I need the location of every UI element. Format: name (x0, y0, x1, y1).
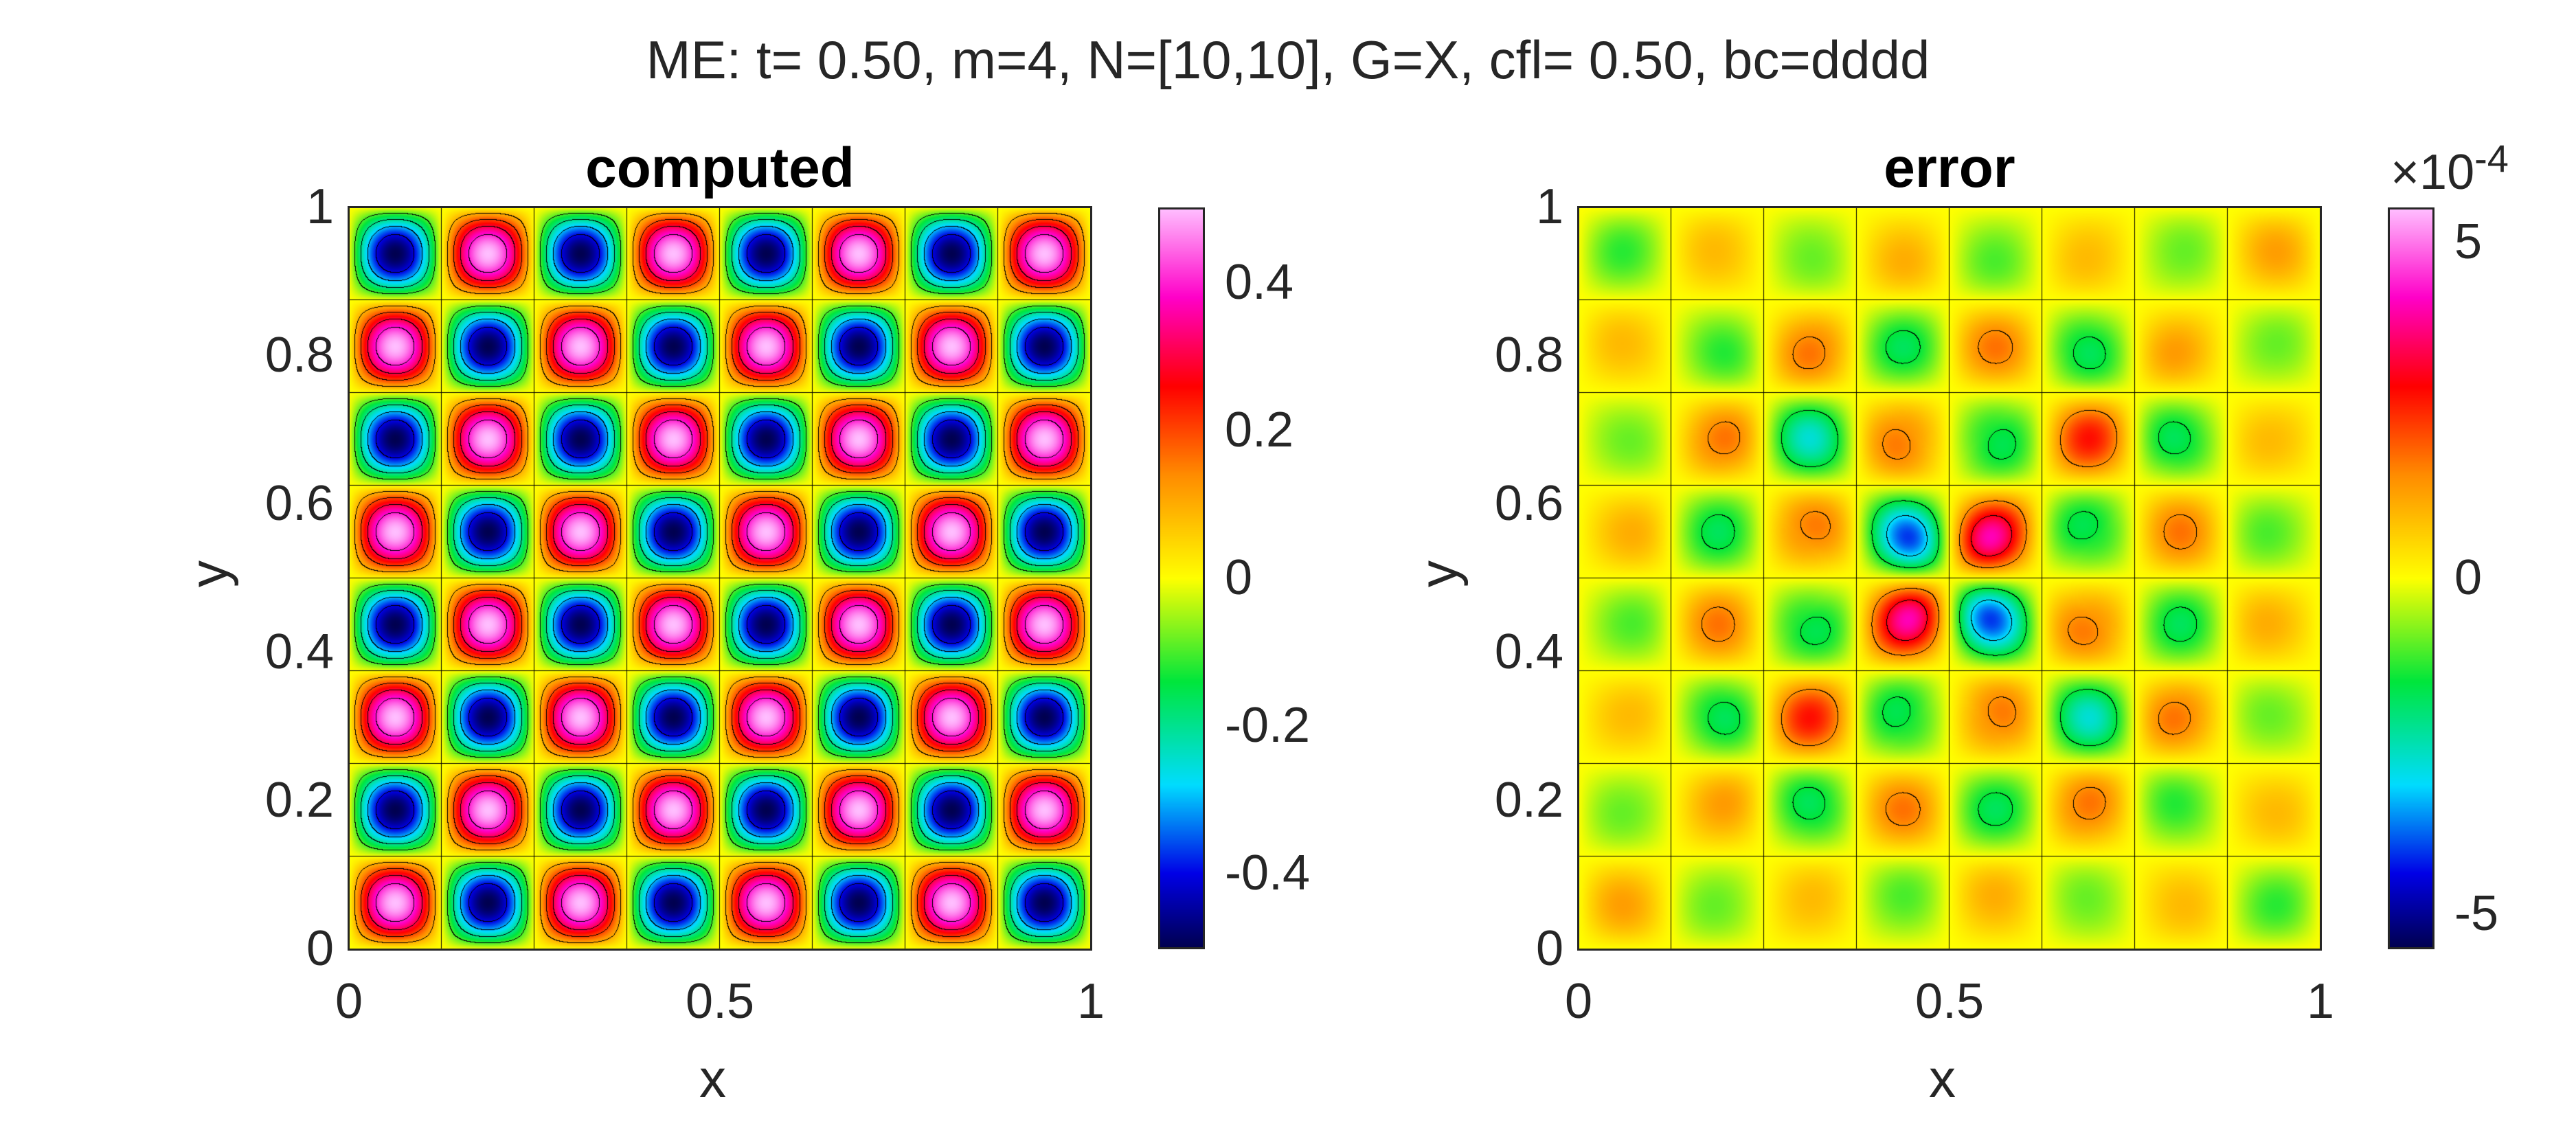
left-xlabel: x (699, 1048, 726, 1109)
colorbar-exponent: ×10-4 (2391, 136, 2509, 201)
y-tick-label: 0.6 (1494, 476, 1563, 531)
left-ylabel: y (179, 560, 239, 587)
error-heatmap (1579, 207, 2320, 949)
y-tick-label: 1 (306, 179, 334, 234)
colorbar-tick-label: 0.4 (1225, 254, 1294, 310)
y-tick-label: 0.4 (264, 624, 334, 679)
left-plot-title: computed (585, 137, 855, 199)
x-tick-label: 0 (1564, 974, 1593, 1029)
colorbar-tick-label: 0 (2454, 550, 2483, 605)
y-tick-label: 0.8 (264, 328, 334, 383)
x-tick-label: 1 (2306, 974, 2335, 1029)
x-tick-label: 0.5 (685, 974, 755, 1029)
y-tick-label: 0 (306, 921, 334, 976)
colorbar-tick-label: -0.4 (1225, 846, 1311, 901)
left-colorbar (1160, 209, 1204, 948)
y-tick-label: 1 (1535, 179, 1563, 234)
colorbar-exponent-base: ×10 (2391, 145, 2475, 200)
colorbar-tick-label: -5 (2454, 886, 2499, 942)
colorbar-tick-label: 0 (1225, 550, 1253, 605)
colorbar-tick-label: 0.2 (1225, 402, 1294, 457)
right-xlabel: x (1929, 1048, 1956, 1109)
y-tick-label: 0.2 (1494, 773, 1563, 828)
right-plot-title: error (1884, 137, 2015, 199)
colorbar-exponent-power: -4 (2474, 137, 2509, 180)
y-tick-label: 0.4 (1494, 624, 1563, 679)
right-colorbar (2389, 209, 2433, 948)
colorbar-tick-label: -0.2 (1225, 698, 1311, 753)
y-tick-label: 0.8 (1494, 328, 1563, 383)
x-tick-label: 1 (1076, 974, 1105, 1029)
computed-heatmap (349, 207, 1091, 949)
x-tick-label: 0.5 (1914, 974, 1985, 1029)
right-ylabel: y (1408, 560, 1469, 587)
y-tick-label: 0 (1535, 921, 1563, 976)
colorbar-tick-label: 5 (2454, 214, 2483, 269)
y-tick-label: 0.2 (264, 773, 334, 828)
figure-suptitle: ME: t= 0.50, m=4, N=[10,10], G=X, cfl= 0… (646, 30, 1930, 90)
y-tick-label: 0.6 (264, 476, 334, 531)
x-tick-label: 0 (335, 974, 363, 1029)
